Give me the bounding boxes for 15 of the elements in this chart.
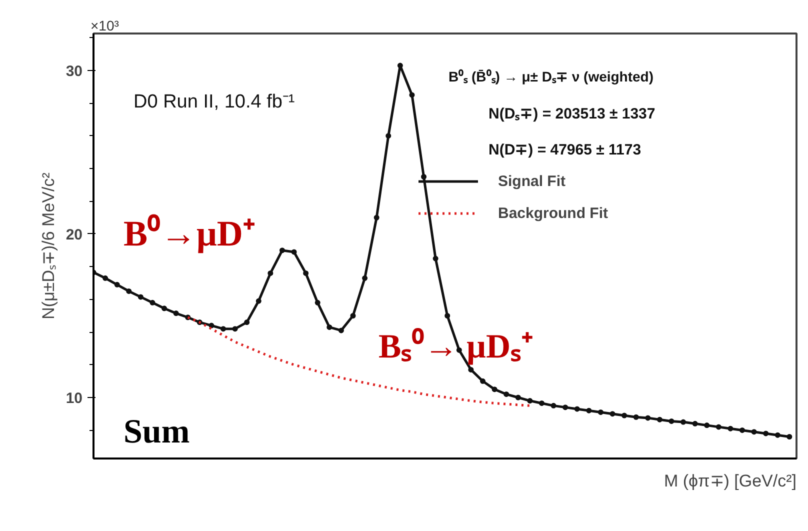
annotation: N(D∓) = 47965 ± 1173 [488,142,642,158]
annotation: Bₛ⁰→ μDₛ⁺ [378,328,533,366]
annotation: B⁰ₛ (B̄⁰ₛ) → μ± Dₛ∓ ν (weighted) [448,68,654,84]
y-axis-title: N(μ±Dₛ∓)/6 MeV/c² [38,172,58,320]
y-tick-label: 10 [66,390,83,408]
annotation: Sum [124,414,190,450]
legend-label: Background Fit [498,204,608,222]
annotation: ×10³ [90,18,120,34]
legend-label: Signal Fit [498,172,566,190]
y-tick-label: 20 [66,226,83,244]
annotation: D0 Run II, 10.4 fb⁻¹ [134,92,295,112]
annotation: N(Dₛ∓) = 203513 ± 1337 [488,106,656,122]
annotation: B⁰→μD⁺ [124,214,255,254]
y-tick-label: 30 [66,62,83,80]
x-axis-title: M (ϕπ∓) [GeV/c²] [664,472,797,490]
